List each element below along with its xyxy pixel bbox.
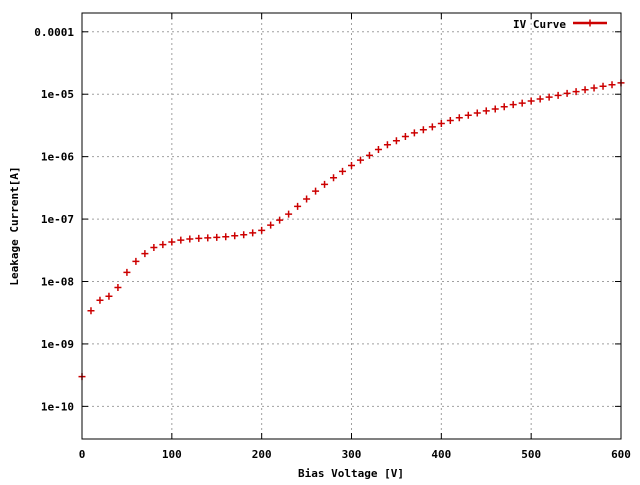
x-axis-label: Bias Voltage [V] [298, 467, 404, 480]
data-point [383, 141, 391, 149]
data-point [491, 105, 499, 113]
y-tick-label: 1e-07 [41, 213, 74, 226]
data-point [518, 99, 526, 107]
legend-marker [586, 19, 594, 27]
data-point [464, 111, 472, 119]
data-point [581, 86, 589, 94]
data-point [150, 244, 158, 252]
data-point [608, 81, 616, 89]
data-point [195, 234, 203, 242]
data-point [159, 241, 167, 249]
data-point [446, 116, 454, 124]
data-point [285, 210, 293, 218]
x-axis-ticks: 0 100 200 300 400 500 600 [79, 13, 631, 461]
data-point [374, 146, 382, 154]
data-point [509, 101, 517, 109]
y-tick-label: 0.0001 [34, 26, 74, 39]
data-point [437, 119, 445, 127]
data-point [482, 107, 490, 115]
data-point [500, 103, 508, 111]
data-point [168, 238, 176, 246]
grid-lines [82, 13, 621, 439]
data-point [563, 89, 571, 97]
plot-frame [81, 12, 622, 440]
data-point [303, 195, 311, 203]
data-point [365, 151, 373, 159]
data-point [554, 91, 562, 99]
data-point [599, 82, 607, 90]
data-point [87, 307, 95, 315]
x-tick-label: 100 [162, 448, 182, 461]
y-tick-label: 1e-10 [41, 400, 74, 413]
data-point [321, 180, 329, 188]
data-point [240, 231, 248, 239]
y-tick-label: 1e-06 [41, 151, 74, 164]
data-point [428, 123, 436, 131]
data-point [572, 88, 580, 96]
data-point [401, 133, 409, 141]
y-axis-ticks: 1e-10 1e-09 1e-08 1e-07 1e-06 1e-05 0.0001 [34, 26, 621, 413]
data-point [222, 233, 230, 241]
data-point [356, 156, 364, 164]
x-tick-label: 200 [252, 448, 272, 461]
data-point [213, 233, 221, 241]
x-tick-label: 500 [521, 448, 541, 461]
data-point [527, 97, 535, 105]
data-point [141, 250, 149, 258]
x-tick-label: 600 [611, 448, 631, 461]
data-series-iv-curve [78, 79, 625, 381]
data-point [590, 84, 598, 92]
data-point [231, 232, 239, 240]
data-point [114, 284, 122, 292]
data-point [473, 109, 481, 117]
y-tick-label: 1e-05 [41, 88, 74, 101]
data-point [123, 268, 131, 276]
x-tick-label: 400 [431, 448, 451, 461]
legend-label: IV Curve [513, 18, 566, 31]
data-point [312, 187, 320, 195]
data-point [536, 95, 544, 103]
y-axis-label: Leakage Current[A] [8, 166, 21, 285]
x-tick-label: 0 [79, 448, 86, 461]
data-point [339, 167, 347, 175]
y-tick-label: 1e-09 [41, 338, 74, 351]
data-point [330, 174, 338, 182]
data-point [348, 162, 355, 170]
data-point [132, 257, 140, 265]
data-point [204, 234, 212, 242]
data-point [276, 216, 284, 224]
data-point [249, 229, 257, 237]
data-point [392, 137, 400, 145]
legend: IV Curve [513, 18, 607, 31]
data-point [267, 221, 275, 229]
data-point [186, 235, 194, 243]
y-tick-label: 1e-08 [41, 276, 74, 289]
data-point [294, 202, 302, 210]
data-point [455, 114, 463, 122]
data-point [105, 292, 113, 300]
data-point [96, 296, 104, 304]
data-point [419, 126, 427, 134]
data-point [545, 93, 553, 101]
data-point [177, 236, 185, 244]
x-tick-label: 300 [342, 448, 362, 461]
data-point [410, 129, 418, 137]
data-point [258, 226, 266, 234]
